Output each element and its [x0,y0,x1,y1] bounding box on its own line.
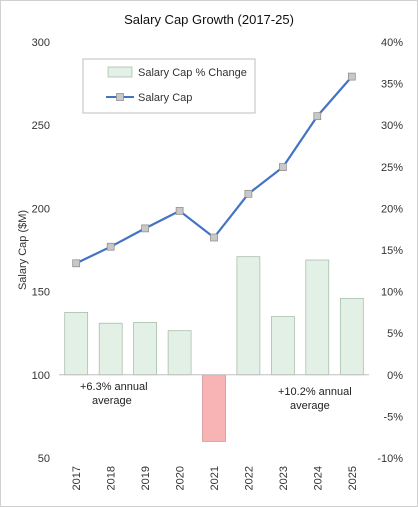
annotations: +6.3% annual average +10.2% annual average [80,381,352,412]
left-tick-300: 300 [32,37,50,49]
x-tick-2020: 2020 [175,466,187,490]
left-axis-ticks: 50 100 150 200 250 300 [32,37,50,465]
bar-2018 [98,322,123,376]
point-2020 [175,207,184,215]
annotation-2: +10.2% annual average [278,386,352,412]
line-series [72,72,356,268]
x-tick-2023: 2023 [278,466,290,490]
x-tick-2017: 2017 [71,466,83,490]
legend-label-bar: Salary Cap % Change [138,67,247,79]
legend-swatch-bar [107,66,133,78]
point-2023 [279,163,287,171]
y-axis-label: Salary Cap ($M) [17,210,29,290]
right-tick--5: -5% [383,411,403,423]
right-tick-35: 35% [381,79,403,91]
x-tick-2019: 2019 [140,466,152,490]
x-tick-2024: 2024 [312,466,324,490]
point-2017 [72,259,81,268]
point-2024 [313,112,322,121]
right-tick-40: 40% [381,37,403,49]
right-tick-30: 30% [381,120,403,132]
right-tick-25: 25% [381,162,403,174]
bar-2025 [339,297,364,376]
left-tick-50: 50 [38,453,50,465]
right-tick-15: 15% [381,245,403,257]
left-tick-100: 100 [32,370,50,382]
legend: Salary Cap % Change Salary Cap [82,58,256,114]
bar-2020 [167,330,192,376]
x-tick-2022: 2022 [243,466,255,490]
point-2021 [210,233,218,242]
x-tick-2025: 2025 [347,466,359,490]
x-axis-ticks: 2017 2018 2019 2020 2021 2022 2023 2024 2025 [71,466,359,490]
chart-title: Salary Cap Growth (2017-25) [124,12,294,27]
point-2025 [347,72,356,81]
bar-2023 [271,316,295,376]
bar-2024 [305,259,330,376]
bar-series [64,256,364,442]
point-2018 [106,242,115,251]
right-tick-5: 5% [387,328,403,340]
annotation-1: +6.3% annual average [80,381,148,407]
right-tick-20: 20% [381,203,403,215]
right-tick--10: -10% [377,453,403,465]
legend-label-line: Salary Cap [138,92,192,104]
point-2022 [244,189,253,198]
x-tick-2021: 2021 [209,466,221,490]
right-tick-0: 0% [387,370,403,382]
bar-2017 [64,312,89,376]
left-tick-200: 200 [32,203,50,215]
right-axis-ticks: -10% -5% 0% 5% 10% 15% 20% 25% 30% 35% 40% [377,37,403,465]
legend-swatch-marker [116,93,124,101]
bar-2022 [236,256,261,376]
left-tick-250: 250 [32,120,50,132]
bar-2021 [202,374,226,442]
left-tick-150: 150 [32,287,50,299]
right-tick-10: 10% [381,287,403,299]
point-2019 [141,224,149,233]
bar-2019 [133,322,157,376]
x-tick-2018: 2018 [106,466,118,490]
